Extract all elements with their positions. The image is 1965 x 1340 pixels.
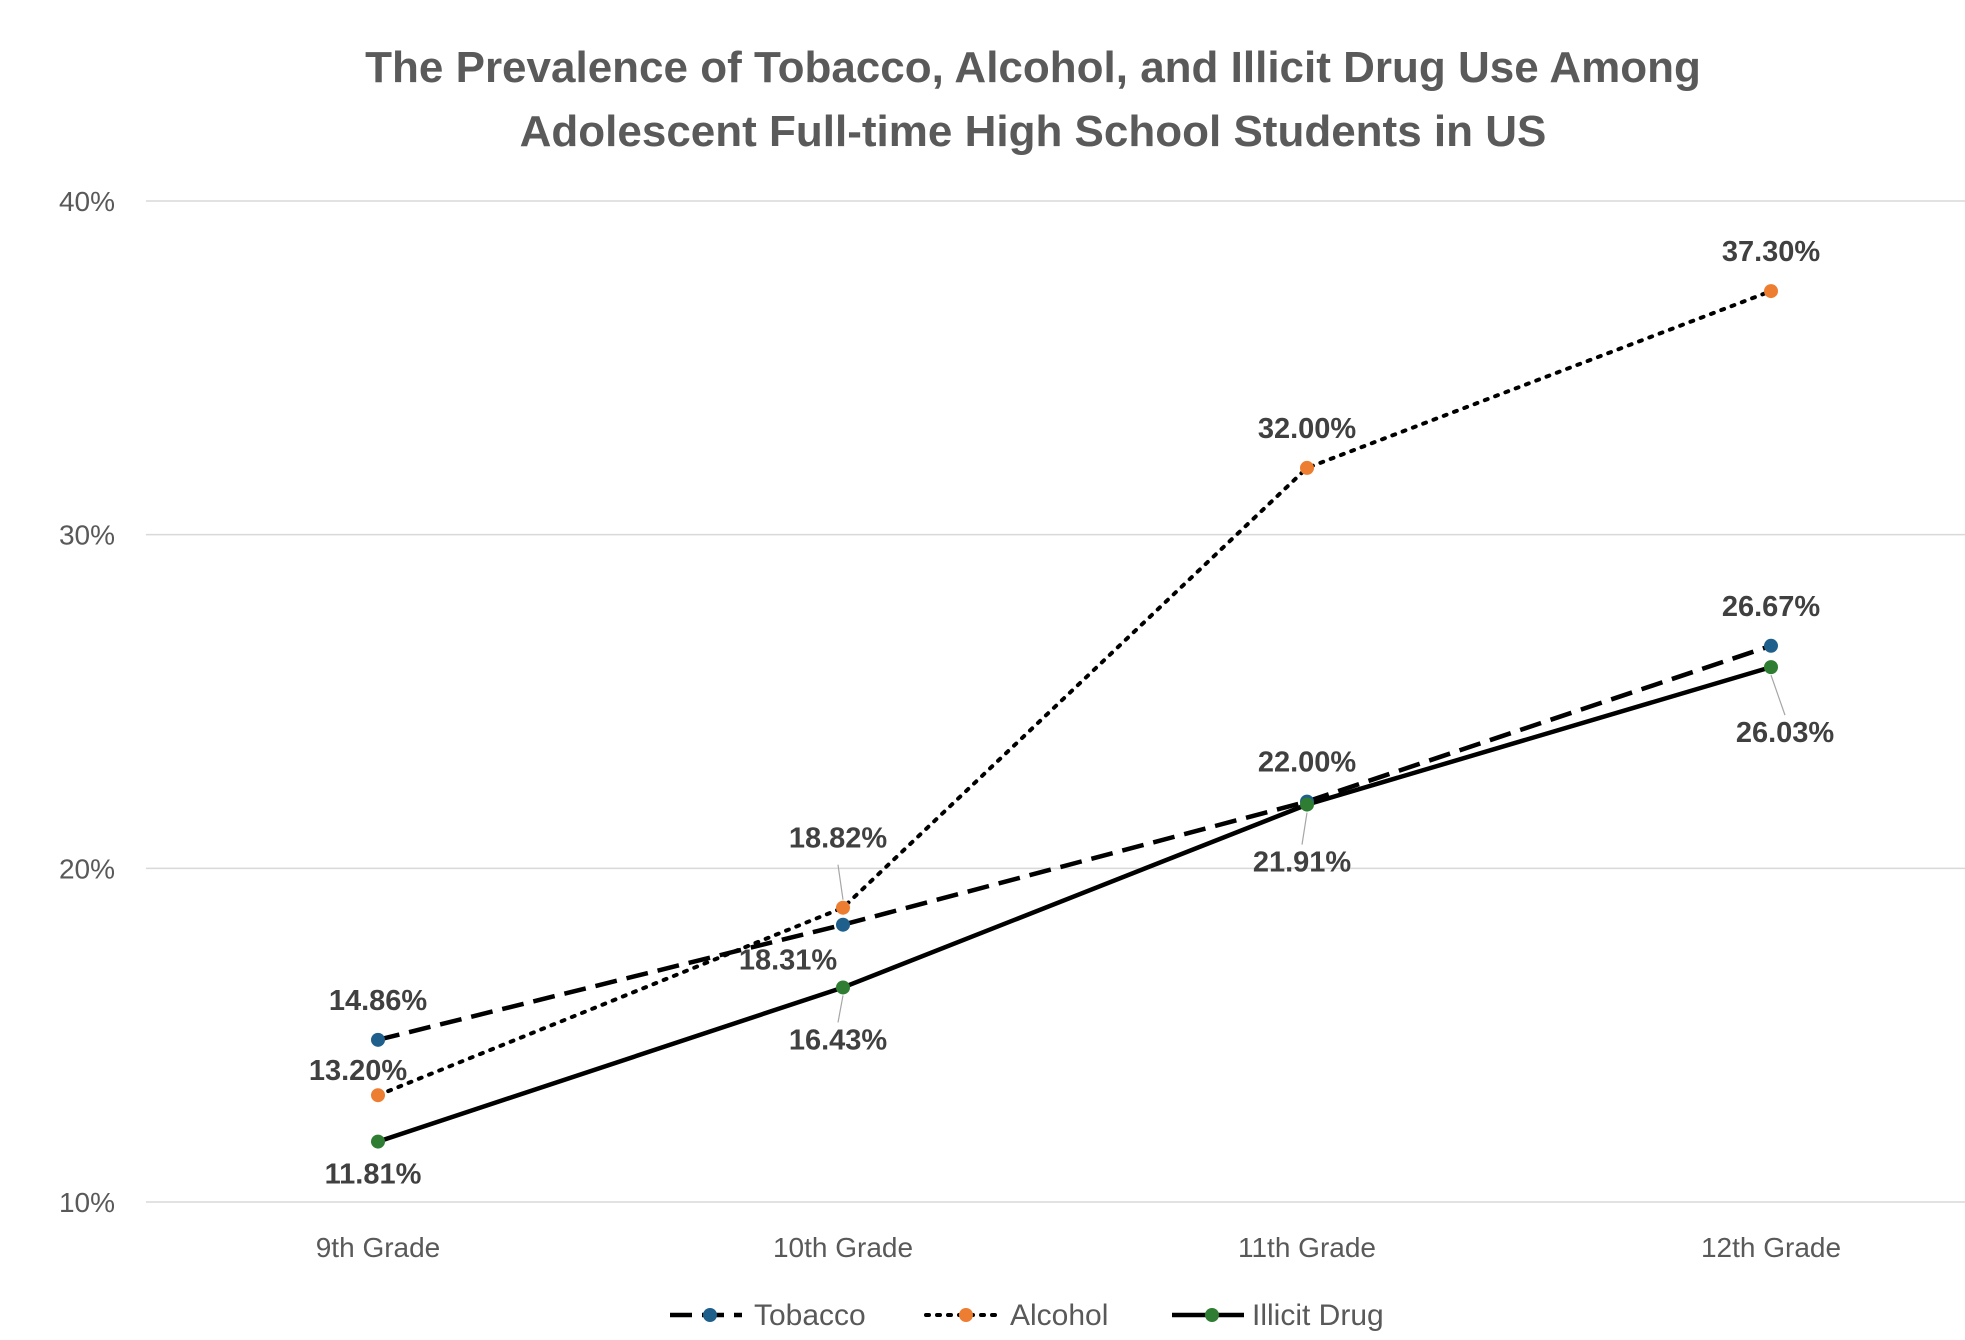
data-point-illicit-drug xyxy=(1300,797,1314,812)
series-line-alcohol xyxy=(376,289,1773,1098)
legend-label-tobacco: Tobacco xyxy=(754,1299,866,1332)
data-label-tobacco: 26.67% xyxy=(1722,591,1821,623)
y-tick-label: 20% xyxy=(59,853,115,884)
data-point-illicit-drug xyxy=(836,980,850,995)
x-tick-label: 11th Grade xyxy=(1238,1232,1376,1263)
label-leader-line xyxy=(1301,812,1308,845)
y-tick-label: 10% xyxy=(59,1187,115,1218)
label-leader-line xyxy=(837,864,844,900)
y-axis-tick-labels: 10% 20% 30% 40% xyxy=(59,186,115,1218)
legend-label-alcohol: Alcohol xyxy=(1010,1299,1108,1332)
data-point-alcohol xyxy=(371,1088,385,1103)
data-label-illicit-drug: 11.81% xyxy=(325,1159,422,1191)
y-tick-label: 40% xyxy=(59,186,115,217)
legend-marker-alcohol xyxy=(959,1308,973,1322)
data-label-illicit-drug: 21.91% xyxy=(1253,847,1352,879)
data-label-tobacco: 18.31% xyxy=(739,945,838,977)
data-labels: 14.86% 18.31% 22.00% 26.67% 13.20% 18.82% 32.0… xyxy=(309,236,1835,1191)
data-label-tobacco: 22.00% xyxy=(1258,747,1357,779)
data-point-tobacco xyxy=(371,1032,385,1047)
chart-title-line-2: Adolescent Full-time High School Student… xyxy=(520,107,1547,156)
data-label-illicit-drug: 26.03% xyxy=(1736,717,1835,749)
series-line-tobacco xyxy=(377,643,1772,1043)
series-lines xyxy=(376,289,1773,1144)
series-markers xyxy=(371,284,1778,1149)
data-point-illicit-drug xyxy=(1764,660,1778,675)
data-point-alcohol xyxy=(836,900,850,915)
label-leader-line xyxy=(1770,674,1786,716)
legend-marker-tobacco xyxy=(703,1308,717,1322)
data-point-alcohol xyxy=(1764,284,1778,299)
data-label-alcohol: 37.30% xyxy=(1722,236,1821,268)
data-label-alcohol: 18.82% xyxy=(789,823,888,855)
data-label-alcohol: 32.00% xyxy=(1258,413,1357,445)
data-point-alcohol xyxy=(1300,460,1314,475)
data-point-tobacco xyxy=(836,917,850,932)
data-point-tobacco xyxy=(1764,638,1778,653)
data-label-alcohol: 13.20% xyxy=(309,1055,408,1087)
label-leader-line xyxy=(837,995,844,1023)
legend-label-illicit-drug: Illicit Drug xyxy=(1252,1299,1384,1332)
y-tick-label: 30% xyxy=(59,520,115,551)
x-tick-label: 12th Grade xyxy=(1701,1232,1841,1263)
chart-title: The Prevalence of Tobacco, Alcohol, and … xyxy=(365,43,1701,156)
data-label-leader-lines xyxy=(837,674,1786,1023)
gridlines xyxy=(146,200,1965,1203)
data-label-tobacco: 14.86% xyxy=(329,985,428,1017)
chart-title-line-1: The Prevalence of Tobacco, Alcohol, and … xyxy=(365,43,1701,92)
x-tick-label: 9th Grade xyxy=(316,1232,441,1263)
legend-marker-illicit-drug xyxy=(1205,1308,1219,1322)
data-point-illicit-drug xyxy=(371,1134,385,1149)
x-tick-label: 10th Grade xyxy=(773,1232,913,1263)
legend: Tobacco Alcohol Illicit Drug xyxy=(670,1299,1384,1332)
x-axis-tick-labels: 9th Grade 10th Grade 11th Grade 12th Grade xyxy=(316,1232,1841,1263)
series-line-illicit-drug xyxy=(377,664,1772,1144)
data-label-illicit-drug: 16.43% xyxy=(789,1024,888,1056)
